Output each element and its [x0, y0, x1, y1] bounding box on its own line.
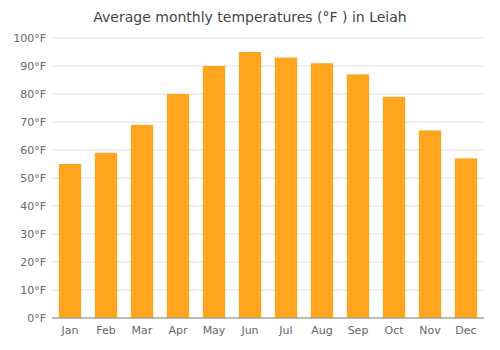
x-tick-label: Aug: [311, 324, 332, 337]
x-tick-label: Mar: [132, 324, 153, 337]
bar: [239, 52, 261, 318]
y-tick-label: 10°F: [20, 284, 46, 297]
x-tick-label: Oct: [384, 324, 404, 337]
bar: [311, 63, 333, 318]
x-tick-label: Dec: [455, 324, 476, 337]
grid-line: [52, 318, 484, 319]
y-axis: 0°F 10°F 20°F 30°F 40°F 50°F 60°F 70°F 80°F 90°F 1…: [13, 32, 46, 325]
grid-line: [52, 38, 484, 39]
grid-line: [52, 66, 484, 67]
bar: [95, 153, 117, 318]
bars: [59, 52, 477, 318]
x-tick-label: Jan: [61, 324, 79, 337]
bar: [347, 74, 369, 318]
y-tick-label: 70°F: [20, 116, 46, 129]
bar: [203, 66, 225, 318]
bar: [131, 125, 153, 318]
x-tick-label: Jun: [240, 324, 258, 337]
y-tick-label: 40°F: [20, 200, 46, 213]
x-axis-line: [52, 318, 484, 319]
x-tick-label: Jul: [278, 324, 292, 337]
bar: [383, 97, 405, 318]
bar: [167, 94, 189, 318]
bar: [419, 130, 441, 318]
y-tick-label: 0°F: [27, 312, 46, 325]
x-tick-label: Sep: [348, 324, 369, 337]
grid: [52, 38, 484, 318]
bar: [59, 164, 81, 318]
bar: [455, 158, 477, 318]
chart-container: 0°F 10°F 20°F 30°F 40°F 50°F 60°F 70°F 80°F 90°F 1…: [0, 0, 500, 350]
x-tick-label: May: [203, 324, 226, 337]
y-tick-label: 20°F: [20, 256, 46, 269]
y-tick-label: 30°F: [20, 228, 46, 241]
bar: [275, 58, 297, 318]
y-tick-label: 60°F: [20, 144, 46, 157]
x-tick-label: Feb: [96, 324, 115, 337]
x-tick-label: Apr: [168, 324, 188, 337]
y-tick-label: 100°F: [13, 32, 46, 45]
grid-line: [52, 122, 484, 123]
y-tick-label: 90°F: [20, 60, 46, 73]
grid-line: [52, 94, 484, 95]
x-tick-label: Nov: [419, 324, 441, 337]
y-tick-label: 80°F: [20, 88, 46, 101]
x-axis: Jan Feb Mar Apr May Jun Jul Aug Sep Oct Nov Dec: [52, 318, 484, 337]
chart: 0°F 10°F 20°F 30°F 40°F 50°F 60°F 70°F 80°F 90°F 1…: [0, 0, 500, 350]
title: Average monthly temperatures (°F ) in Le…: [93, 9, 406, 25]
y-tick-label: 50°F: [20, 172, 46, 185]
